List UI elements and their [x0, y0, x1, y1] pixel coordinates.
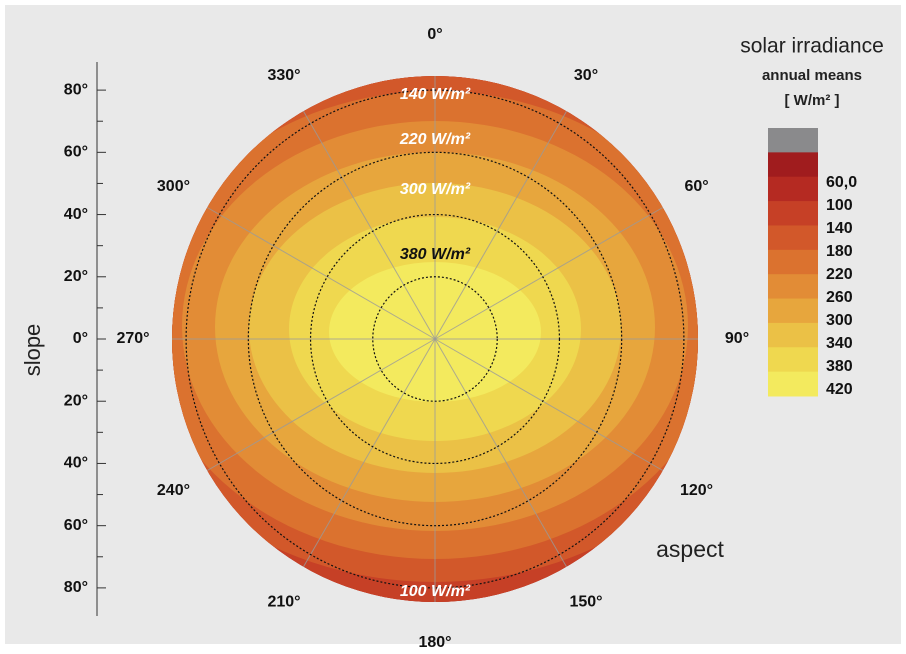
y-tick-label: 0° — [73, 330, 88, 347]
legend-swatch — [768, 152, 818, 178]
contour-label: 300 W/m² — [400, 181, 471, 198]
grid-ring — [185, 89, 685, 589]
subtitle: annual means — [762, 67, 862, 84]
y-tick-label: 60° — [64, 144, 88, 161]
legend-label: 180 — [826, 243, 853, 260]
y-tick-label: 20° — [64, 268, 88, 285]
aspect-tick-label: 240° — [157, 482, 190, 499]
aspect-tick-label: 150° — [569, 593, 602, 610]
legend-label: 100 — [826, 197, 853, 214]
aspect-tick-label: 300° — [157, 178, 190, 195]
legend-swatch — [768, 176, 818, 202]
grid-ring — [309, 213, 561, 465]
grid-ring — [247, 151, 623, 527]
grid-spoke — [303, 110, 436, 340]
x-axis-label: aspect — [656, 536, 724, 562]
legend-label: 300 — [826, 312, 853, 329]
contour-label: 220 W/m² — [399, 131, 471, 148]
aspect-tick-label: 60° — [684, 178, 708, 195]
legend-swatch — [768, 201, 818, 226]
aspect-tick-label: 0° — [427, 26, 442, 43]
chart-title: solar irradiance — [740, 35, 884, 58]
y-tick-label: 80° — [64, 579, 88, 596]
aspect-tick-label: 90° — [725, 330, 749, 347]
aspect-tick-label: 210° — [267, 593, 300, 610]
contour-label: 380 W/m² — [400, 246, 471, 263]
contour-area — [172, 76, 698, 602]
grid-spoke — [434, 338, 664, 471]
aspect-tick-label: 180° — [418, 634, 451, 649]
overlay: 0° 30° 60° 90° 120° 150° 180° 210° 240° 270° 300° 3… — [64, 26, 857, 651]
legend-label: 420 — [826, 381, 853, 398]
legend-swatch — [768, 225, 818, 251]
grid-spoke — [206, 338, 436, 471]
grid-ring — [372, 276, 498, 402]
legend-swatch — [768, 322, 818, 348]
unit: [ W/m² ] — [785, 92, 840, 109]
y-axis-label: slope — [20, 324, 45, 377]
y-tick-label: 40° — [64, 455, 88, 472]
contour-label: 140 W/m² — [400, 86, 471, 103]
grid-spoke — [434, 338, 567, 568]
grid-spoke — [206, 207, 436, 340]
legend-swatch — [768, 347, 818, 373]
y-tick-label: 80° — [64, 81, 88, 98]
y-tick-label: 20° — [64, 392, 88, 409]
aspect-tick-label: 270° — [116, 330, 149, 347]
y-tick-label: 40° — [64, 206, 88, 223]
legend-swatch — [768, 371, 818, 397]
grid-spoke — [303, 338, 436, 568]
legend-swatch — [768, 274, 818, 300]
y-tick-label: 60° — [64, 517, 88, 534]
legend-label: 140 — [826, 220, 853, 237]
legend-label: 220 — [826, 266, 853, 283]
legend-label: 380 — [826, 358, 853, 375]
contour-label: 100 W/m² — [400, 583, 471, 600]
legend-label: 340 — [826, 335, 853, 352]
legend-swatch — [768, 128, 818, 153]
legend-swatch — [768, 298, 818, 324]
legend-label: 60,0 — [826, 174, 857, 191]
legend-label: 260 — [826, 289, 853, 306]
legend-swatch — [768, 249, 818, 275]
aspect-tick-label: 30° — [574, 67, 598, 84]
aspect-tick-label: 330° — [267, 67, 300, 84]
aspect-tick-label: 120° — [680, 482, 713, 499]
grid-spoke — [434, 207, 664, 340]
grid-spoke — [434, 110, 567, 340]
